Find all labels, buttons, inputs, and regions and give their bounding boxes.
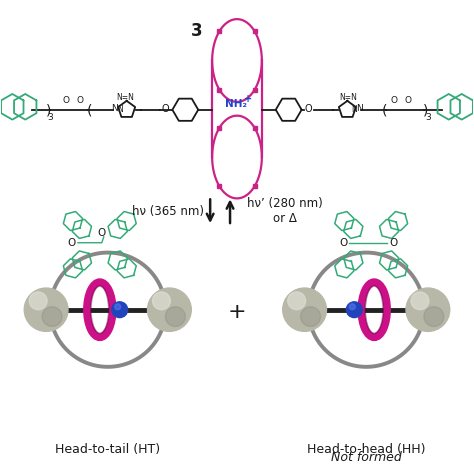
Text: Head-to-tail (HT): Head-to-tail (HT)	[55, 443, 160, 456]
Circle shape	[301, 307, 320, 327]
Text: O: O	[391, 96, 398, 105]
Text: O: O	[76, 96, 83, 105]
Text: +: +	[244, 94, 252, 104]
Text: 3: 3	[191, 22, 202, 40]
Text: NH₂: NH₂	[225, 99, 247, 109]
Text: O: O	[404, 96, 411, 105]
Text: N: N	[111, 104, 118, 113]
Circle shape	[349, 304, 356, 310]
Text: ): )	[423, 104, 428, 118]
Text: O: O	[389, 238, 397, 248]
Text: hν’ (280 nm)
or Δ: hν’ (280 nm) or Δ	[247, 197, 323, 225]
Text: N=N: N=N	[339, 93, 357, 103]
Text: hν (365 nm): hν (365 nm)	[132, 205, 204, 218]
Text: N: N	[351, 105, 357, 114]
Text: +: +	[228, 302, 246, 322]
Circle shape	[411, 292, 429, 310]
Circle shape	[24, 288, 68, 331]
Text: O: O	[162, 104, 169, 114]
Text: Head-to-head (HH): Head-to-head (HH)	[307, 443, 426, 456]
Text: O: O	[339, 238, 347, 248]
Circle shape	[165, 307, 185, 327]
Circle shape	[112, 302, 128, 318]
Text: 3: 3	[425, 113, 431, 122]
Text: O: O	[98, 228, 106, 238]
Text: (: (	[87, 104, 92, 118]
Text: N=N: N=N	[117, 93, 135, 103]
Circle shape	[406, 288, 450, 331]
Text: N: N	[356, 104, 363, 113]
Circle shape	[346, 302, 362, 318]
Text: O: O	[63, 96, 70, 105]
Text: (: (	[382, 104, 387, 118]
Circle shape	[153, 292, 170, 310]
Text: 3: 3	[47, 113, 53, 122]
Circle shape	[288, 292, 306, 310]
Text: O: O	[305, 104, 312, 114]
Text: ): )	[46, 104, 51, 118]
Circle shape	[42, 307, 62, 327]
Circle shape	[115, 304, 121, 310]
Text: N: N	[117, 105, 123, 114]
Circle shape	[283, 288, 327, 331]
Text: Not formed: Not formed	[331, 451, 401, 464]
Text: O: O	[68, 238, 76, 248]
Circle shape	[147, 288, 191, 331]
Circle shape	[424, 307, 444, 327]
Circle shape	[29, 292, 47, 310]
